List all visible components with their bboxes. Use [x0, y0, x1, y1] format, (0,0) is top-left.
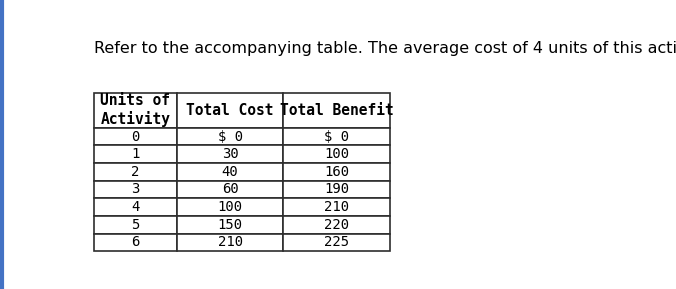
Text: 30: 30 [222, 147, 239, 161]
Text: 6: 6 [131, 235, 139, 249]
Text: 100: 100 [218, 200, 243, 214]
Bar [283, 128, 390, 145]
Bar [177, 163, 283, 181]
Bar [94, 145, 177, 163]
Bar [283, 216, 390, 234]
Text: 2: 2 [131, 165, 139, 179]
Bar [283, 181, 390, 198]
Bar [94, 216, 177, 234]
Bar [283, 198, 390, 216]
Bar [283, 92, 390, 128]
Bar [94, 163, 177, 181]
Text: $ 0: $ 0 [218, 129, 243, 144]
Text: 210: 210 [324, 200, 349, 214]
Bar [177, 234, 283, 251]
Bar [94, 92, 177, 128]
Bar [94, 181, 177, 198]
Bar [177, 181, 283, 198]
Text: 5: 5 [131, 218, 139, 232]
Bar [177, 216, 283, 234]
Bar [177, 198, 283, 216]
Bar [283, 234, 390, 251]
Bar [94, 128, 177, 145]
Bar [94, 234, 177, 251]
Bar [177, 128, 283, 145]
Text: 225: 225 [324, 235, 349, 249]
Text: Total Cost: Total Cost [187, 103, 274, 118]
Text: 40: 40 [222, 165, 239, 179]
Text: Total Benefit: Total Benefit [280, 103, 393, 118]
Text: 0: 0 [131, 129, 139, 144]
Bar [283, 145, 390, 163]
Text: 160: 160 [324, 165, 349, 179]
Text: 210: 210 [218, 235, 243, 249]
Text: 150: 150 [218, 218, 243, 232]
Text: 3: 3 [131, 182, 139, 197]
Text: $ 0: $ 0 [324, 129, 349, 144]
Text: 220: 220 [324, 218, 349, 232]
Text: Units of
Activity: Units of Activity [100, 93, 170, 127]
Text: 4: 4 [131, 200, 139, 214]
Bar [94, 198, 177, 216]
Bar [177, 145, 283, 163]
Bar [283, 163, 390, 181]
Text: 100: 100 [324, 147, 349, 161]
Bar [177, 92, 283, 128]
Text: 60: 60 [222, 182, 239, 197]
Text: Refer to the accompanying table. The average cost of 4 units of this activity is: Refer to the accompanying table. The ave… [94, 41, 676, 56]
Text: 190: 190 [324, 182, 349, 197]
Text: 1: 1 [131, 147, 139, 161]
